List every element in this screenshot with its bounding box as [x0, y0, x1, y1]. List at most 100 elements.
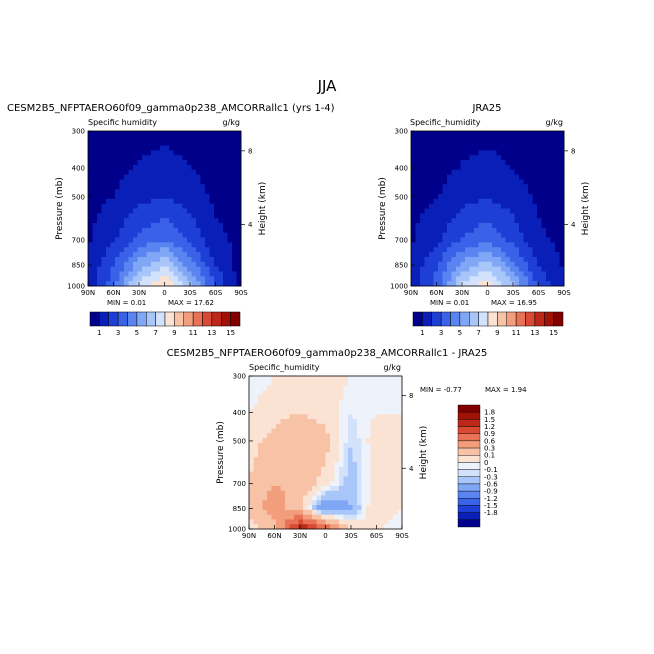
field-cell: [397, 457, 403, 463]
field-cell: [119, 232, 125, 238]
field-cell: [537, 223, 542, 229]
field-cell: [133, 276, 138, 282]
field-cell: [298, 524, 304, 530]
field-cell: [209, 189, 215, 195]
field-cell: [205, 218, 210, 224]
field-cell: [429, 155, 434, 161]
field-cell: [438, 135, 443, 142]
field-cell: [456, 271, 461, 277]
field-cell: [460, 237, 466, 243]
field-cell: [92, 164, 98, 171]
field-cell: [200, 140, 206, 146]
field-cell: [191, 261, 197, 268]
field-cell: [303, 409, 308, 415]
field-cell: [532, 271, 538, 277]
field-cell: [348, 524, 353, 530]
field-cell: [209, 203, 215, 209]
field-cell: [128, 140, 134, 146]
field-cell: [205, 276, 210, 282]
field-cell: [519, 184, 524, 190]
field-cell: [514, 208, 520, 214]
field-cell: [110, 271, 116, 277]
field-cell: [352, 471, 358, 477]
field-cell: [465, 256, 470, 263]
field-cell: [155, 193, 161, 200]
field-cell: [460, 169, 466, 175]
field-cell: [348, 457, 353, 463]
field-cell: [469, 271, 475, 277]
field-cell: [214, 155, 219, 161]
field-cell: [173, 145, 179, 151]
field-cell: [97, 203, 102, 209]
field-cell: [218, 261, 224, 268]
colorbar-swatch: [457, 419, 481, 427]
field-cell: [88, 276, 93, 282]
field-cell: [492, 179, 497, 185]
field-cell: [321, 380, 326, 386]
field-cell: [262, 514, 268, 520]
field-cell: [370, 414, 376, 420]
field-cell: [92, 203, 98, 209]
field-cell: [253, 385, 259, 391]
field-cell: [258, 428, 263, 434]
field-cell: [164, 252, 170, 258]
field-cell: [92, 256, 98, 263]
field-cell: [415, 247, 421, 253]
field-cell: [523, 203, 529, 209]
field-cell: [546, 281, 551, 287]
field-cell: [339, 423, 344, 429]
field-cell: [375, 457, 380, 463]
field-cell: [361, 399, 367, 406]
field-cell: [128, 131, 134, 137]
field-cell: [339, 485, 344, 492]
field-cell: [343, 433, 349, 439]
field-cell: [366, 428, 371, 434]
lat-tick-label: 30S: [183, 289, 197, 297]
field-cell: [348, 452, 353, 458]
panel-obs-colorbar: 1 3 5 7 9 11 13 15: [412, 311, 564, 337]
field-cell: [501, 131, 506, 137]
field-cell: [271, 462, 277, 468]
field-cell: [505, 198, 511, 205]
field-cell: [334, 481, 340, 487]
field-cell: [124, 271, 129, 277]
field-cell: [420, 160, 425, 166]
field-cell: [151, 208, 156, 214]
field-cell: [133, 174, 138, 180]
field-cell: [537, 145, 542, 151]
field-cell: [128, 227, 134, 234]
field-cell: [178, 140, 183, 146]
field-cell: [223, 164, 228, 171]
field-cell: [119, 281, 125, 287]
field-cell: [173, 256, 179, 263]
colorbar-label: 1.5: [484, 416, 495, 424]
field-cell: [334, 485, 340, 492]
field-cell: [298, 376, 304, 382]
field-cell: [379, 485, 385, 492]
field-cell: [519, 131, 524, 137]
field-cell: [393, 462, 398, 468]
field-cell: [267, 404, 272, 410]
field-cell: [348, 428, 353, 434]
field-cell: [361, 390, 367, 396]
field-cell: [200, 174, 206, 180]
field-cell: [492, 150, 497, 156]
field-cell: [523, 208, 529, 214]
field-cell: [438, 189, 443, 195]
field-cell: [294, 476, 299, 482]
field-cell: [119, 271, 125, 277]
field-cell: [133, 237, 138, 243]
field-cell: [393, 471, 398, 477]
field-cell: [474, 150, 479, 156]
panel-diff: CESM2B5_NFPTAERO60f09_gamma0p238_AMCORRa…: [167, 348, 528, 540]
field-cell: [532, 208, 538, 214]
field-cell: [151, 140, 156, 146]
field-cell: [334, 433, 340, 439]
field-cell: [510, 184, 515, 190]
field-cell: [280, 428, 286, 434]
field-cell: [128, 189, 134, 195]
field-cell: [137, 131, 143, 137]
field-cell: [307, 514, 313, 520]
field-cell: [253, 509, 259, 516]
field-cell: [294, 514, 299, 520]
